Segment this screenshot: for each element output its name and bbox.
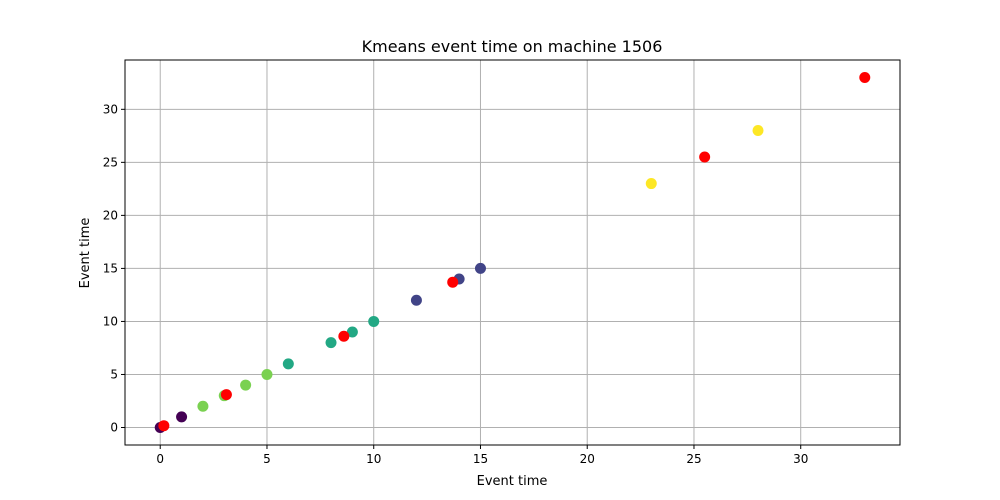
data-point — [645, 178, 657, 190]
data-point — [261, 368, 273, 380]
data-point — [368, 315, 380, 327]
y-tick-label: 5 — [110, 367, 118, 381]
centroid-points — [158, 72, 871, 432]
data-point — [346, 326, 358, 338]
centroid-point — [338, 330, 350, 342]
data-point — [197, 400, 209, 412]
data-point — [474, 262, 486, 274]
x-tick-label: 30 — [793, 452, 808, 466]
centroid-point — [859, 72, 871, 83]
data-points — [154, 125, 764, 433]
x-tick-label: 25 — [686, 452, 701, 466]
x-tick-label: 20 — [580, 452, 595, 466]
centroid-point — [447, 276, 459, 288]
y-axis-ticks: 0 5 10 15 20 25 30 — [103, 102, 125, 435]
y-tick-label: 15 — [103, 261, 118, 275]
data-point — [410, 294, 422, 306]
y-tick-label: 30 — [103, 102, 118, 116]
y-tick-label: 0 — [110, 421, 118, 435]
y-tick-label: 25 — [103, 155, 118, 169]
x-axis-ticks: 0 5 10 15 20 25 30 — [156, 445, 808, 466]
x-tick-label: 15 — [473, 452, 488, 466]
chart-title: Kmeans event time on machine 1506 — [362, 37, 663, 56]
centroid-point — [158, 420, 170, 432]
y-tick-label: 20 — [103, 208, 118, 222]
x-tick-label: 10 — [366, 452, 381, 466]
data-point — [240, 379, 252, 391]
y-tick-label: 10 — [103, 314, 118, 328]
grid-lines — [125, 60, 900, 445]
plot-frame — [124, 59, 901, 446]
centroid-point — [699, 151, 711, 163]
y-axis-label: Event time — [78, 218, 93, 289]
x-tick-label: 5 — [263, 452, 271, 466]
data-point — [325, 337, 337, 349]
data-point — [752, 125, 764, 137]
data-point — [282, 358, 294, 370]
x-axis-label: Event time — [477, 474, 548, 489]
data-point — [176, 411, 188, 423]
x-tick-label: 0 — [156, 452, 164, 466]
centroid-point — [220, 389, 232, 401]
